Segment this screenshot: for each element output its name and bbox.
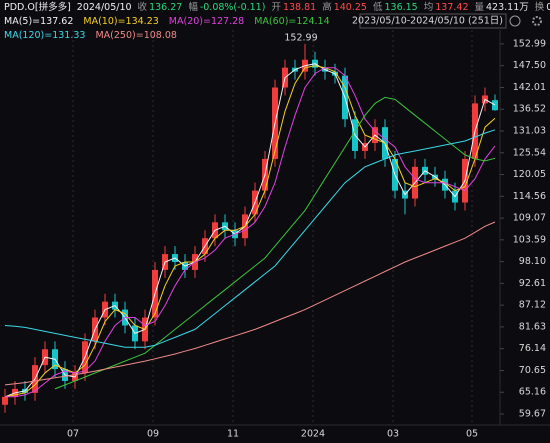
range-label: 2023/05/10-2024/05/10 (251日) (352, 16, 503, 27)
header-text: 高 (322, 1, 332, 13)
legend-entry: MA(120) (4, 30, 44, 41)
y-tick-label: 103.59 (513, 234, 546, 245)
x-tick-label: 2024 (301, 429, 325, 440)
help-icon[interactable] (509, 15, 521, 27)
y-tick-label: 142.01 (513, 82, 546, 93)
ma-line (4, 65, 496, 398)
header-text: 136.27 (149, 2, 182, 13)
y-tick-label: 131.03 (513, 126, 546, 137)
range-box (359, 13, 507, 29)
header-text: 140.25 (334, 2, 367, 13)
legend-entry: = (44, 30, 52, 41)
legend-entry: = (136, 30, 144, 41)
y-tick-label: 87.12 (519, 300, 546, 311)
y-tick-label: 152.99 (513, 38, 546, 49)
ma-line (4, 63, 496, 398)
header-text: -0.08%(-0.11) (200, 2, 266, 13)
ma-line (54, 96, 496, 390)
legend-entry: 124.14 (296, 16, 329, 27)
legend-entry: = (32, 16, 40, 27)
header-text: 138.81 (283, 2, 316, 13)
x-tick-label: 03 (387, 429, 399, 440)
legend-entry: MA(60) (254, 16, 288, 27)
ma-line (5, 67, 496, 398)
ma-line (4, 221, 496, 386)
legend-entry: MA(10) (83, 16, 117, 27)
y-tick-label: 76.14 (519, 343, 546, 354)
x-tick-label: 09 (147, 429, 159, 440)
header-row: PDD.O[拼多多] 2024/05/10 收 136.27 幅 -0.08%(-0.11… (4, 1, 550, 13)
settings-icon[interactable] (532, 16, 542, 26)
header-text: 低 (373, 1, 383, 13)
legend-entry: MA(5) (4, 16, 32, 27)
y-tick-label: 59.67 (519, 409, 546, 420)
y-tick-label: 70.65 (519, 365, 546, 376)
header-text: 量 (475, 2, 485, 13)
y-tick-label: 81.63 (519, 321, 546, 332)
high-annotation: 152.99 (284, 32, 317, 43)
x-tick-label: 05 (466, 429, 478, 440)
legend-entry: 127.28 (211, 16, 244, 27)
legend-entry: MA(20) (169, 16, 203, 27)
marks (2, 13, 507, 425)
header-text: 2024/05/10 (77, 2, 132, 13)
x-tick-label: 07 (67, 429, 79, 440)
header-text: PDD.O[拼多多] (4, 1, 71, 13)
labels: PDD.O[拼多多] 2024/05/10 收 136.27 幅 -0.08%(-0.11… (4, 1, 550, 440)
y-tick-label: 65.16 (519, 387, 546, 398)
legend-row: MA(120)=131.33 MA(250)=108.08 (4, 30, 177, 41)
header-text: 收 (138, 1, 148, 13)
legend-entry: MA(250) (95, 30, 135, 41)
header-text: 137.42 (435, 2, 468, 13)
y-tick-label: 109.07 (513, 213, 546, 224)
candle-body (492, 100, 498, 111)
y-tick-label: 92.61 (519, 278, 546, 289)
legend-entry: 137.62 (40, 16, 73, 27)
y-tick-label: 114.56 (513, 191, 546, 202)
y-tick-label: 136.52 (513, 104, 546, 115)
header-text: 开 (271, 2, 281, 13)
header-text: 423.11万 (486, 2, 529, 13)
header-text: 换 (535, 1, 545, 13)
legend-entry: 108.08 (144, 30, 177, 41)
legend-entry: = (288, 16, 296, 27)
legend-entry: = (203, 16, 211, 27)
y-tick-label: 147.50 (513, 60, 546, 71)
y-tick-label: 98.10 (519, 256, 546, 267)
y-tick-label: 125.54 (513, 147, 546, 158)
header-text: 136.15 (384, 2, 417, 13)
header-text: 幅 (188, 1, 198, 13)
legend-row: MA(5)=137.62 MA(10)=134.23 MA(20)=127.28 MA… (4, 16, 330, 27)
legend-entry: 134.23 (126, 16, 159, 27)
header-text: 均 (424, 1, 434, 13)
candle-body (2, 396, 8, 405)
x-tick-label: 11 (227, 429, 239, 440)
ma-line (4, 129, 496, 348)
legend-entry: = (118, 16, 126, 27)
header-text: 0.305% (546, 2, 550, 13)
legend-entry: 131.33 (52, 30, 85, 41)
y-tick-label: 120.05 (513, 169, 546, 180)
